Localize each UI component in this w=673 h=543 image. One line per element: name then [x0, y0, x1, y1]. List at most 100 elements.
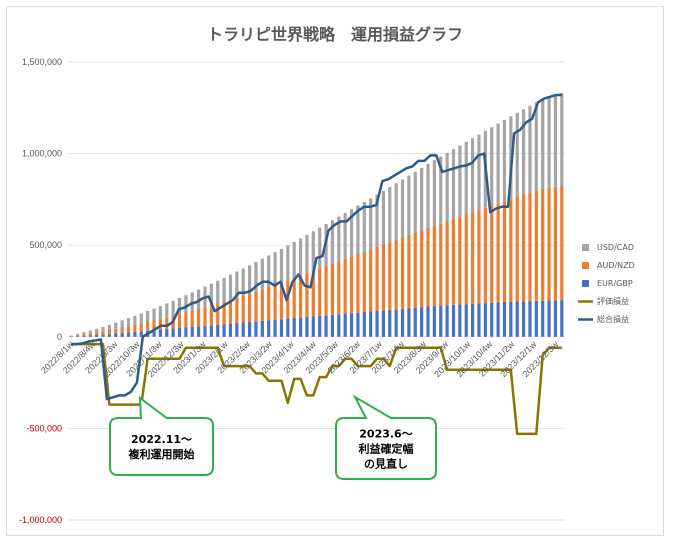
bar-aud-nzd — [146, 321, 150, 331]
bar-aud-nzd — [464, 214, 468, 305]
bar-usd-cad — [369, 198, 373, 250]
bar-aud-nzd — [477, 210, 481, 304]
line-layer — [71, 93, 562, 436]
bar-eur-gbp — [509, 301, 513, 337]
bar-usd-cad — [420, 167, 424, 231]
bar-usd-cad — [88, 330, 92, 334]
bar-eur-gbp — [560, 300, 564, 337]
bar-usd-cad — [560, 92, 564, 186]
bar-eur-gbp — [152, 330, 156, 337]
bar-eur-gbp — [458, 304, 462, 337]
bar-aud-nzd — [458, 216, 462, 305]
bar-usd-cad — [139, 313, 143, 324]
bar-eur-gbp — [248, 321, 252, 337]
bar-eur-gbp — [528, 301, 532, 337]
bar-usd-cad — [273, 252, 277, 285]
bar-aud-nzd — [521, 195, 526, 302]
bar-aud-nzd — [502, 201, 507, 302]
callout-text: 2023.6～ — [359, 428, 412, 441]
bar-usd-cad — [356, 205, 360, 254]
bar-usd-cad — [381, 190, 385, 245]
bar-usd-cad — [101, 326, 105, 332]
bar-usd-cad — [407, 175, 411, 235]
bar-aud-nzd — [445, 221, 449, 306]
bar-usd-cad — [216, 280, 220, 304]
bar-aud-nzd — [248, 293, 252, 322]
bar-usd-cad — [502, 119, 507, 202]
bar-aud-nzd — [305, 273, 309, 318]
callout-bubble — [335, 394, 437, 480]
bar-aud-nzd — [432, 225, 436, 307]
bar-usd-cad — [471, 138, 475, 213]
bar-aud-nzd — [413, 232, 417, 308]
bar-aud-nzd — [451, 218, 456, 305]
bar-eur-gbp — [432, 306, 436, 337]
bar-usd-cad — [75, 333, 80, 335]
bar-eur-gbp — [298, 317, 303, 337]
bar-eur-gbp — [75, 336, 80, 337]
bar-eur-gbp — [483, 303, 487, 337]
bar-aud-nzd — [260, 289, 264, 321]
bar-eur-gbp — [394, 309, 398, 337]
bar-usd-cad — [126, 318, 131, 327]
bar-aud-nzd — [88, 333, 92, 336]
bar-eur-gbp — [477, 303, 481, 337]
bar-usd-cad — [445, 152, 449, 222]
line-total-pnl — [71, 93, 562, 401]
callout-text: 2022.11～ — [131, 433, 192, 446]
bar-aud-nzd — [190, 310, 194, 327]
bar-usd-cad — [241, 268, 245, 296]
bar-eur-gbp — [496, 302, 500, 337]
bar-usd-cad — [184, 295, 188, 313]
bar-eur-gbp — [171, 328, 175, 337]
bar-aud-nzd — [152, 320, 156, 331]
bar-eur-gbp — [101, 334, 105, 337]
bar-eur-gbp — [490, 302, 494, 337]
bar-aud-nzd — [216, 303, 220, 325]
callout-text: の見直し — [364, 457, 408, 471]
bar-aud-nzd — [528, 192, 532, 302]
bar-aud-nzd — [560, 185, 564, 301]
bar-usd-cad — [432, 160, 436, 226]
bar-usd-cad — [311, 231, 315, 271]
bar-usd-cad — [394, 183, 398, 240]
bar-usd-cad — [509, 116, 513, 200]
bar-usd-cad — [330, 220, 335, 264]
bar-usd-cad — [177, 297, 182, 315]
bar-eur-gbp — [139, 331, 143, 337]
bar-aud-nzd — [509, 199, 513, 302]
bar-usd-cad — [248, 265, 252, 294]
bar-aud-nzd — [158, 319, 162, 330]
bar-aud-nzd — [114, 328, 118, 334]
bar-usd-cad — [547, 96, 551, 188]
bar-aud-nzd — [490, 205, 494, 303]
bar-eur-gbp — [400, 308, 405, 337]
bar-aud-nzd — [209, 305, 213, 326]
bar-eur-gbp — [126, 332, 131, 337]
bar-eur-gbp — [464, 304, 468, 337]
bar-usd-cad — [298, 238, 303, 276]
bar-eur-gbp — [362, 312, 366, 337]
bar-usd-cad — [477, 134, 481, 211]
bar-usd-cad — [120, 320, 124, 328]
bar-usd-cad — [439, 156, 443, 224]
y-tick-label: -500,000 — [26, 423, 62, 433]
bar-usd-cad — [190, 292, 194, 311]
bar-aud-nzd — [75, 334, 80, 337]
bar-usd-cad — [349, 209, 354, 257]
bar-aud-nzd — [471, 212, 475, 304]
bar-usd-cad — [292, 241, 296, 278]
bar-eur-gbp — [267, 320, 271, 337]
bar-eur-gbp — [197, 326, 201, 337]
bar-eur-gbp — [369, 311, 373, 337]
bar-eur-gbp — [471, 303, 475, 337]
legend-label: 総合損益 — [597, 314, 629, 324]
bar-eur-gbp — [420, 307, 424, 337]
bar-aud-nzd — [241, 295, 245, 323]
bar-eur-gbp — [330, 314, 335, 337]
bar-aud-nzd — [318, 268, 322, 316]
bar-aud-nzd — [337, 261, 341, 315]
bar-usd-cad — [254, 262, 258, 292]
bar-aud-nzd — [407, 234, 411, 309]
